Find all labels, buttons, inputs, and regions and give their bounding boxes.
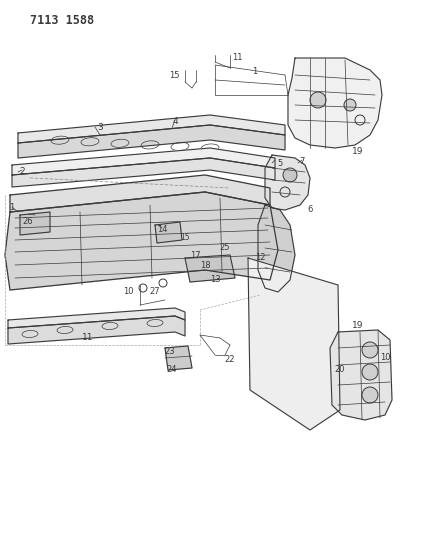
Text: 2: 2 — [19, 167, 25, 176]
Polygon shape — [185, 255, 235, 282]
Text: 1: 1 — [253, 68, 258, 77]
Text: 13: 13 — [210, 276, 220, 285]
Text: 7: 7 — [299, 157, 305, 166]
Circle shape — [344, 99, 356, 111]
Text: 20: 20 — [335, 366, 345, 375]
Polygon shape — [165, 346, 192, 370]
Polygon shape — [20, 212, 50, 235]
Polygon shape — [18, 125, 285, 158]
Text: 11: 11 — [232, 53, 242, 62]
Text: 14: 14 — [157, 225, 167, 235]
Circle shape — [362, 342, 378, 358]
Text: 19: 19 — [352, 320, 364, 329]
Circle shape — [362, 364, 378, 380]
Text: 4: 4 — [172, 117, 178, 126]
Text: 6: 6 — [307, 206, 313, 214]
Text: 12: 12 — [255, 254, 265, 262]
Circle shape — [283, 168, 297, 182]
Text: 22: 22 — [225, 356, 235, 365]
Polygon shape — [248, 258, 340, 430]
Polygon shape — [5, 192, 278, 290]
Text: 15: 15 — [180, 233, 190, 243]
Polygon shape — [12, 158, 275, 187]
Text: 11: 11 — [82, 334, 94, 343]
Text: 5: 5 — [277, 158, 282, 167]
Text: 26: 26 — [23, 217, 33, 227]
Text: 7113 1588: 7113 1588 — [30, 14, 94, 27]
Polygon shape — [12, 148, 275, 175]
Circle shape — [362, 387, 378, 403]
Text: 15: 15 — [169, 71, 179, 80]
Polygon shape — [8, 316, 185, 344]
Text: 24: 24 — [167, 366, 177, 375]
Polygon shape — [258, 205, 295, 292]
Polygon shape — [155, 222, 182, 243]
Text: 19: 19 — [352, 148, 364, 157]
Polygon shape — [10, 175, 270, 212]
Text: 10: 10 — [380, 353, 390, 362]
Polygon shape — [288, 58, 382, 148]
Text: 27: 27 — [150, 287, 160, 296]
Text: 3: 3 — [97, 124, 103, 133]
Text: 18: 18 — [200, 261, 210, 270]
Text: 25: 25 — [220, 244, 230, 253]
Text: 1: 1 — [9, 204, 15, 213]
Circle shape — [310, 92, 326, 108]
Polygon shape — [265, 155, 310, 210]
Polygon shape — [8, 308, 185, 328]
Text: 17: 17 — [190, 251, 200, 260]
Polygon shape — [330, 330, 392, 420]
Polygon shape — [18, 115, 285, 143]
Text: 10: 10 — [123, 287, 133, 296]
Text: 23: 23 — [165, 348, 175, 357]
